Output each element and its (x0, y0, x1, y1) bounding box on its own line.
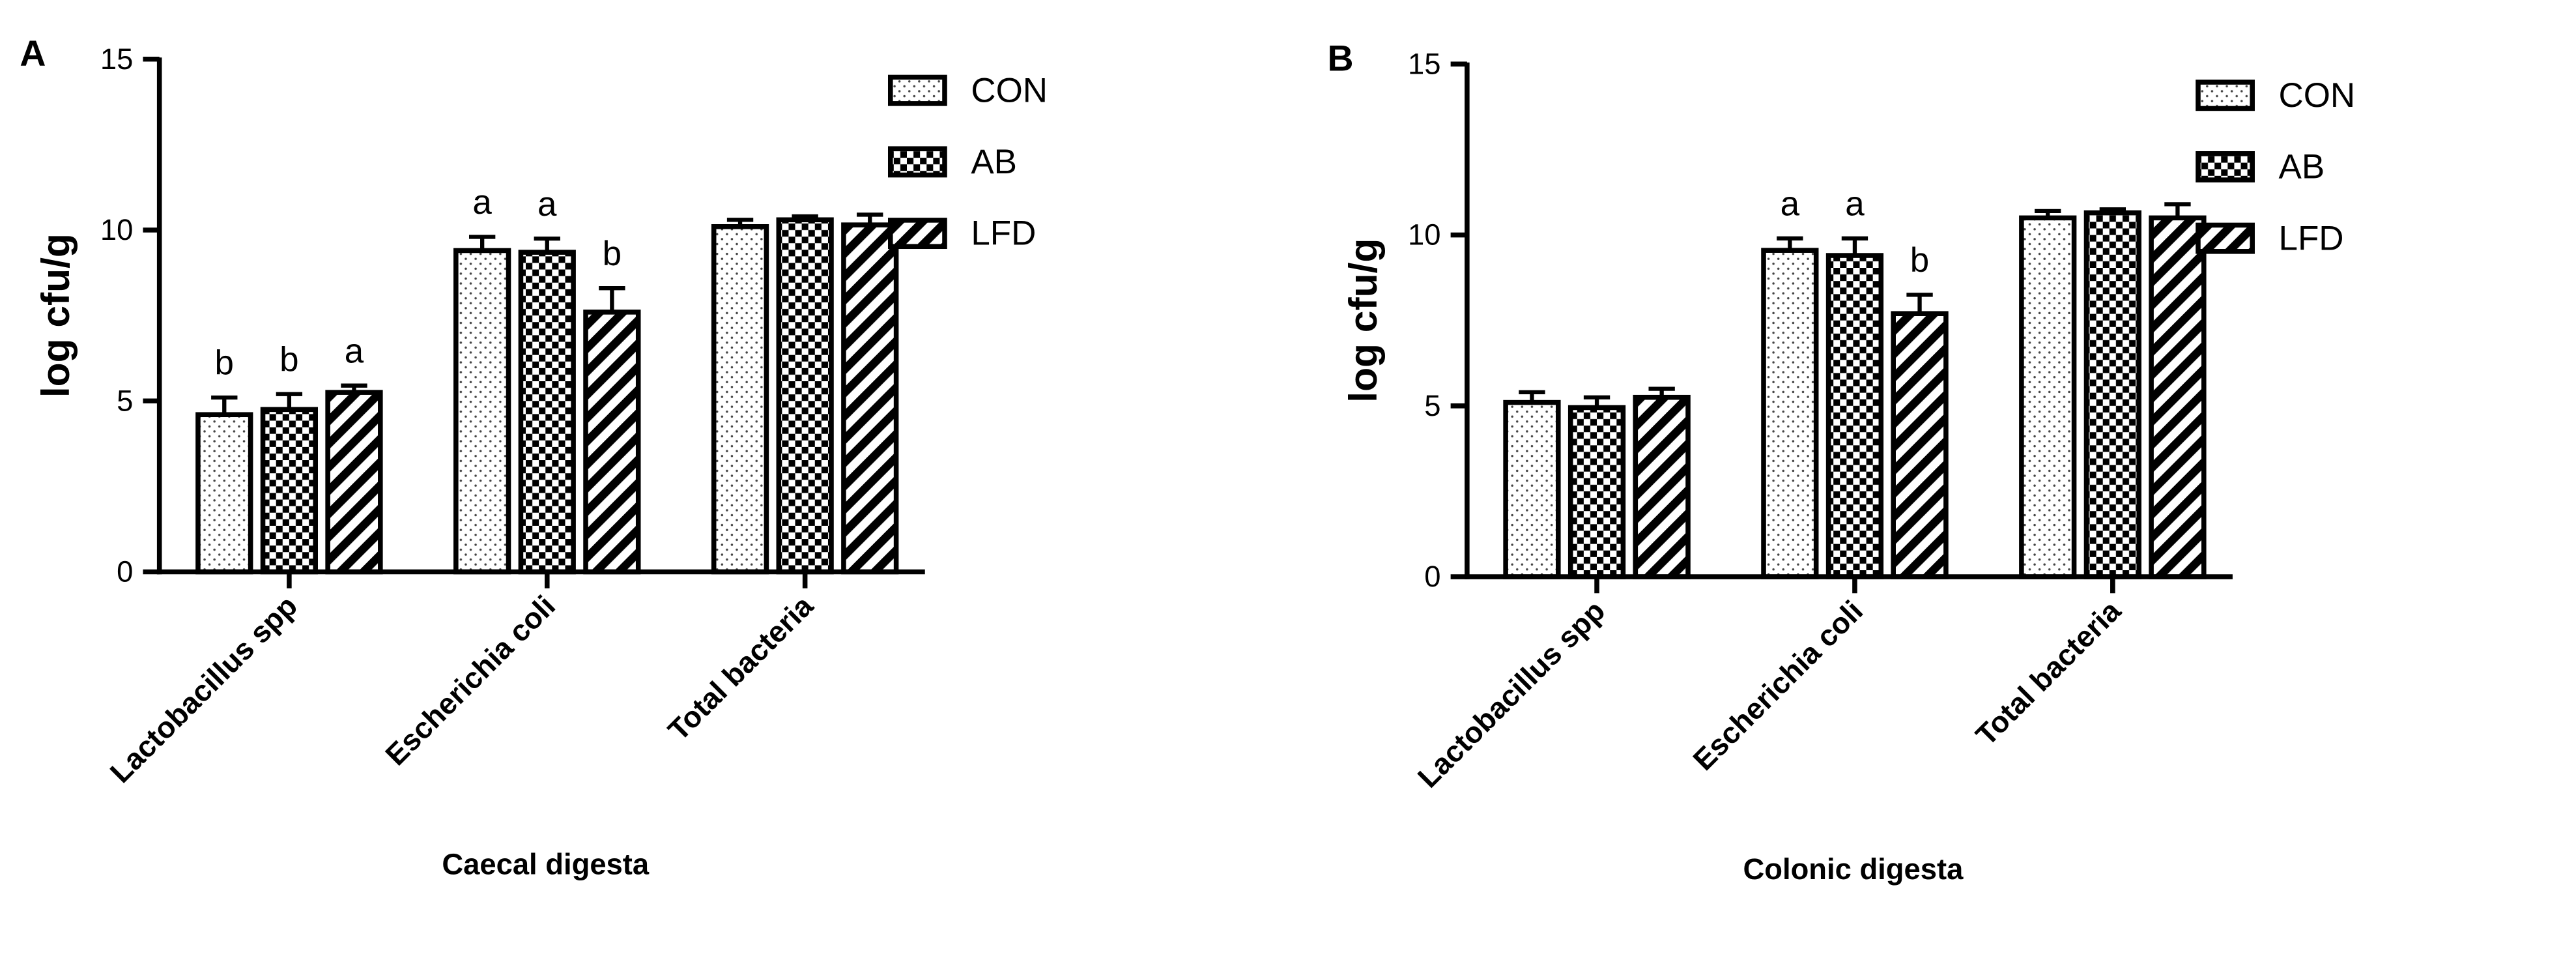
significance-letter: b (603, 235, 622, 273)
bar (2083, 210, 2141, 579)
significance-letter: a (537, 185, 557, 224)
significance-letter: b (1910, 241, 1929, 280)
bar (841, 222, 899, 575)
y-tick-label: 10 (1408, 218, 1440, 252)
bar (1633, 394, 1691, 579)
significance-letter: a (1781, 185, 1800, 224)
x-axis-title: Caecal digesta (442, 847, 650, 880)
legend-swatch (2196, 222, 2255, 254)
x-tick-label: Lactobacillus spp (104, 589, 304, 789)
legend-label: AB (2279, 148, 2325, 186)
legend-swatch (887, 74, 947, 106)
x-tick-label: Total bacteria (662, 588, 820, 747)
y-tick-label: 15 (1408, 47, 1440, 80)
x-tick-label: Escherichia coli (1687, 594, 1869, 777)
legend-swatch (2196, 151, 2255, 182)
legend-label: CON (971, 71, 1048, 109)
bar (711, 224, 769, 575)
y-tick-label: 5 (1424, 389, 1440, 422)
significance-letter: a (345, 332, 364, 370)
significance-letter: a (1845, 185, 1865, 224)
y-tick-label: 0 (117, 555, 133, 588)
bar (1567, 405, 1626, 579)
bar (1891, 311, 1949, 579)
significance-letter: b (279, 340, 298, 379)
significance-letter: b (215, 344, 234, 383)
legend-swatch (2196, 80, 2255, 111)
bar (583, 310, 641, 575)
bar (1503, 399, 1561, 579)
bar (776, 217, 834, 575)
x-tick-label: Total bacteria (1969, 594, 2128, 752)
y-tick-label: 10 (100, 213, 133, 246)
y-axis-title: log cfu/g (33, 233, 78, 398)
bar (195, 412, 253, 575)
bar (518, 250, 576, 575)
x-tick-label: Escherichia coli (379, 589, 562, 772)
legend-label: CON (2279, 76, 2356, 115)
x-tick-label: Lactobacillus spp (1411, 594, 1611, 794)
legend-swatch (887, 218, 947, 250)
legend-label: LFD (2279, 219, 2344, 257)
x-axis-title: Colonic digesta (1743, 852, 1964, 886)
y-axis-title: log cfu/g (1341, 239, 1385, 403)
panel-label: B (1328, 38, 1354, 78)
bar (1825, 253, 1884, 579)
legend-swatch (887, 146, 947, 178)
bar (260, 407, 319, 575)
legend-label: AB (971, 143, 1017, 181)
bar (1761, 248, 1819, 579)
y-tick-label: 15 (100, 42, 133, 76)
y-tick-label: 0 (1424, 560, 1440, 593)
bar (453, 248, 511, 575)
legend-label: LFD (971, 214, 1036, 253)
y-tick-label: 5 (117, 384, 133, 417)
significance-letter: a (472, 183, 492, 222)
bar (2149, 215, 2207, 579)
panel-label: A (20, 33, 46, 74)
bar (2019, 215, 2077, 579)
bar (325, 390, 383, 575)
